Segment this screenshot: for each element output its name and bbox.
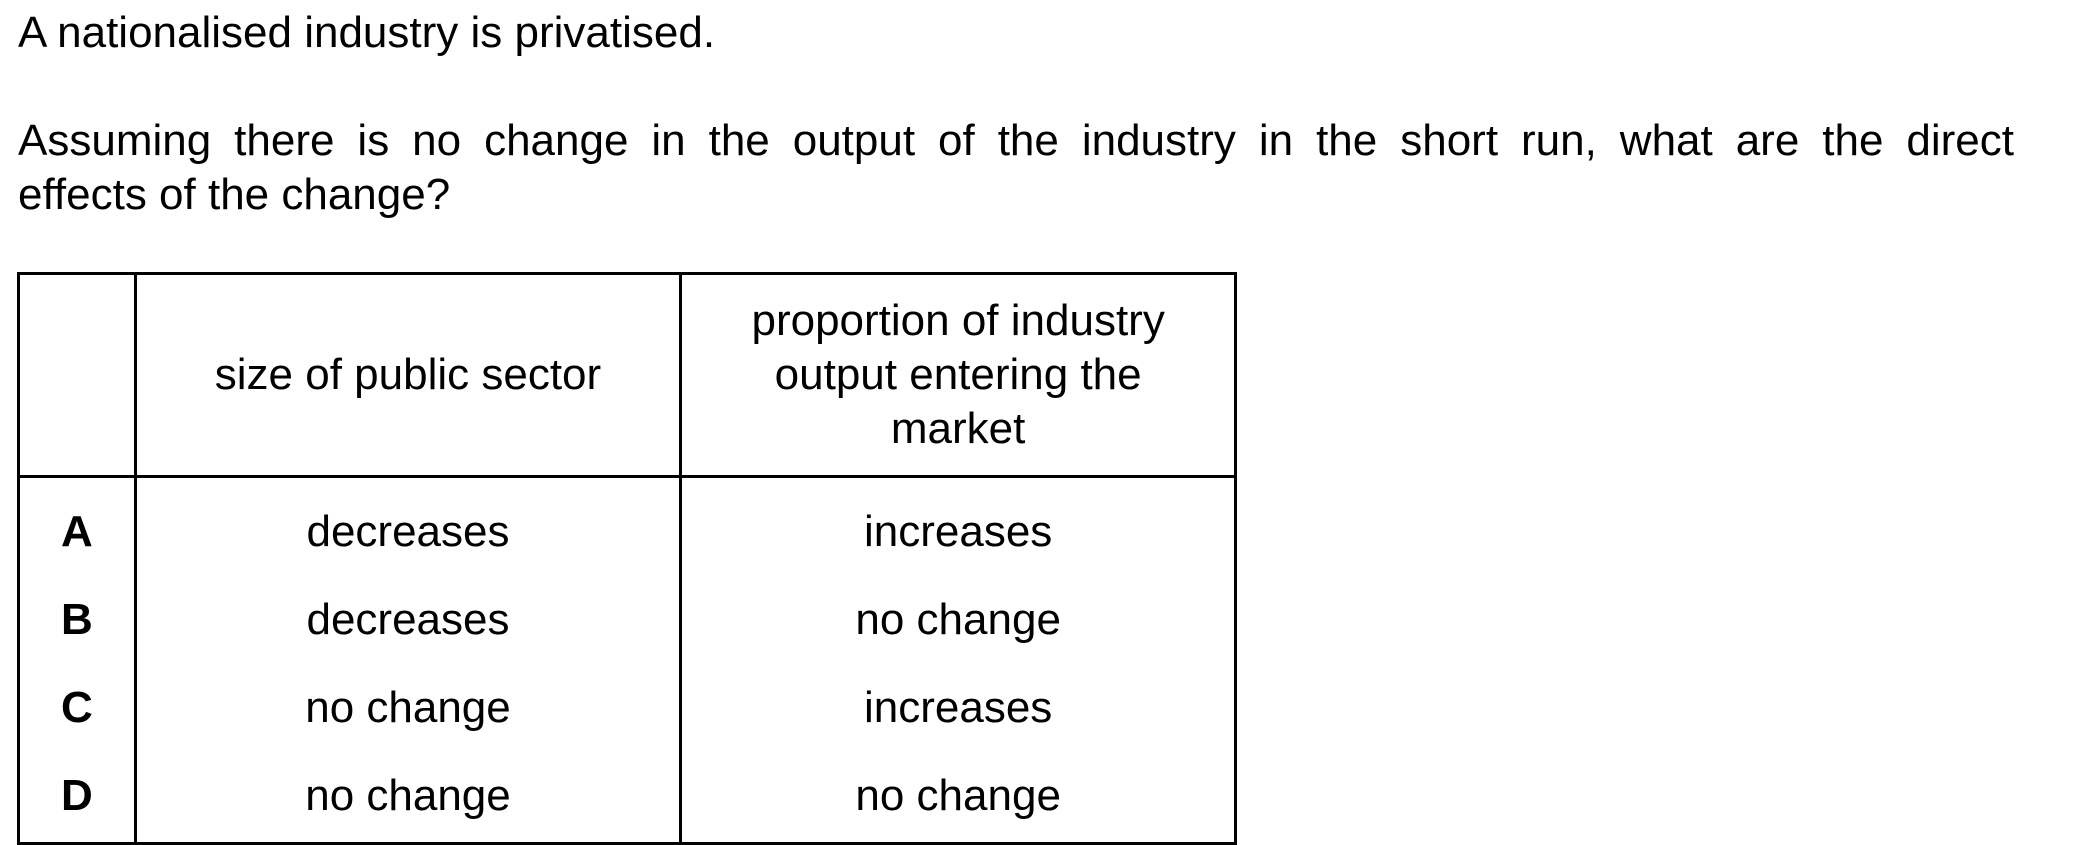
option-public-sector-value: no change bbox=[133, 664, 683, 752]
option-output-value: increases bbox=[679, 664, 1237, 752]
answer-options-table: size of public sector proportion of indu… bbox=[17, 272, 1237, 845]
option-output-value: no change bbox=[679, 576, 1237, 664]
table-row-option-a[interactable]: A decreases increases bbox=[17, 476, 1237, 576]
header-col2-line-1: proportion of industry bbox=[751, 296, 1165, 345]
table-row-option-c[interactable]: C no change increases bbox=[17, 664, 1237, 752]
option-output-value: increases bbox=[679, 476, 1237, 576]
question-stem: A nationalised industry is privatised. bbox=[18, 8, 716, 57]
option-public-sector-value: no change bbox=[133, 752, 683, 844]
header-col2-line-2: output entering the bbox=[774, 350, 1142, 399]
question-text-line-2: effects of the change? bbox=[18, 170, 451, 219]
option-letter: B bbox=[17, 576, 137, 664]
header-blank-cell bbox=[17, 272, 137, 478]
option-letter: C bbox=[17, 664, 137, 752]
option-public-sector-value: decreases bbox=[133, 576, 683, 664]
header-proportion-output-entering-market: proportion of industry output entering t… bbox=[679, 272, 1237, 478]
table-header-row: size of public sector proportion of indu… bbox=[17, 272, 1237, 478]
question-text-line-1: Assuming there is no change in the outpu… bbox=[18, 116, 2014, 165]
option-letter: A bbox=[17, 476, 137, 576]
table-row-option-b[interactable]: B decreases no change bbox=[17, 576, 1237, 664]
option-output-value: no change bbox=[679, 752, 1237, 844]
option-public-sector-value: decreases bbox=[133, 476, 683, 576]
header-col2-line-3: market bbox=[890, 404, 1026, 453]
option-letter: D bbox=[17, 752, 137, 844]
table-row-option-d[interactable]: D no change no change bbox=[17, 752, 1237, 844]
header-size-of-public-sector: size of public sector bbox=[133, 272, 683, 478]
